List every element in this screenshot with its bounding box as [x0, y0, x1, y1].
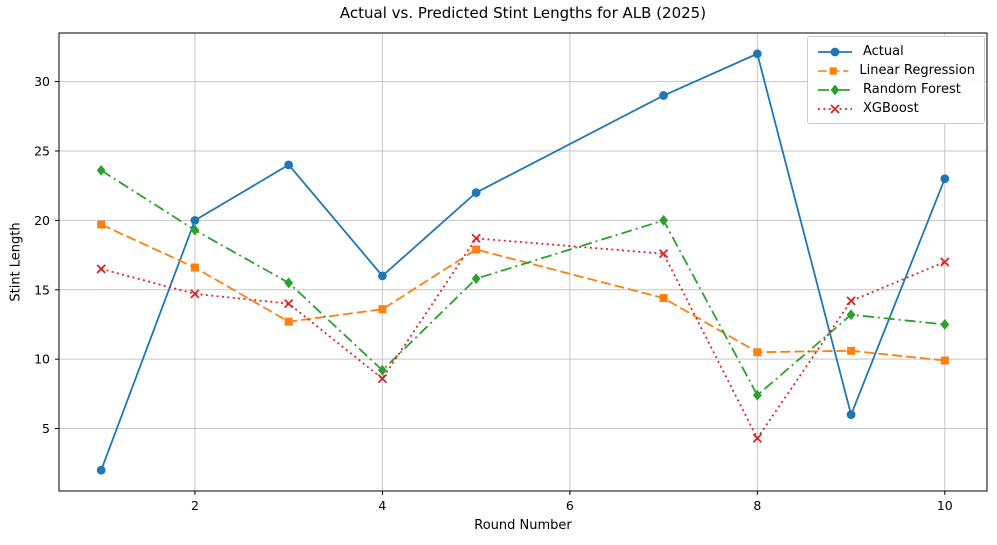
legend-sample-circle-marker	[830, 47, 840, 56]
legend-label-xgboost: XGBoost	[863, 101, 919, 116]
y-tick-label: 20	[34, 213, 50, 228]
series-line-linear-regression	[100, 223, 945, 362]
y-tick-label: 25	[34, 143, 50, 158]
x-axis-label: Round Number	[474, 518, 572, 533]
y-tick-label: 15	[34, 282, 50, 297]
series-markers-linear-regression	[97, 220, 949, 365]
series-line-xgboost	[100, 237, 946, 441]
series-markers-random-forest	[96, 165, 950, 401]
legend-sample-square-marker	[829, 66, 837, 75]
legend-item-actual: Actual	[817, 42, 975, 61]
legend-label-random-forest: Random Forest	[863, 82, 961, 97]
legend-sample-diamond-marker	[830, 84, 840, 95]
legend-line-sample-xgboost	[818, 103, 852, 114]
x-tick-label: 10	[937, 498, 953, 513]
chart-title: Actual vs. Predicted Stint Lengths for A…	[339, 4, 707, 22]
y-tick-label: 5	[42, 421, 50, 436]
x-tick-label: 4	[378, 498, 386, 513]
legend-line-sample-random-forest	[818, 84, 852, 95]
legend: Actual Linear Regression Random Forest X…	[807, 36, 985, 124]
series-markers-actual	[96, 49, 950, 475]
legend-label-actual: Actual	[863, 44, 904, 59]
legend-sample-x-marker	[830, 103, 840, 114]
y-tick-label: 30	[34, 74, 50, 89]
x-tick-label: 2	[191, 498, 199, 513]
legend-item-xgboost: XGBoost	[817, 99, 975, 118]
x-tick-label: 8	[753, 498, 761, 513]
plot-border	[58, 32, 988, 492]
legend-label-linear-regression: Linear Regression	[859, 63, 975, 78]
x-tick-label: 6	[566, 498, 574, 513]
legend-line-sample-actual	[818, 47, 852, 56]
y-tick-label: 10	[34, 352, 50, 367]
legend-line-sample-linear-regression	[817, 66, 849, 75]
series-markers-xgboost	[96, 233, 950, 443]
series-line-random-forest	[100, 169, 945, 397]
legend-item-linear-regression: Linear Regression	[817, 61, 975, 80]
legend-item-random-forest: Random Forest	[817, 80, 975, 99]
